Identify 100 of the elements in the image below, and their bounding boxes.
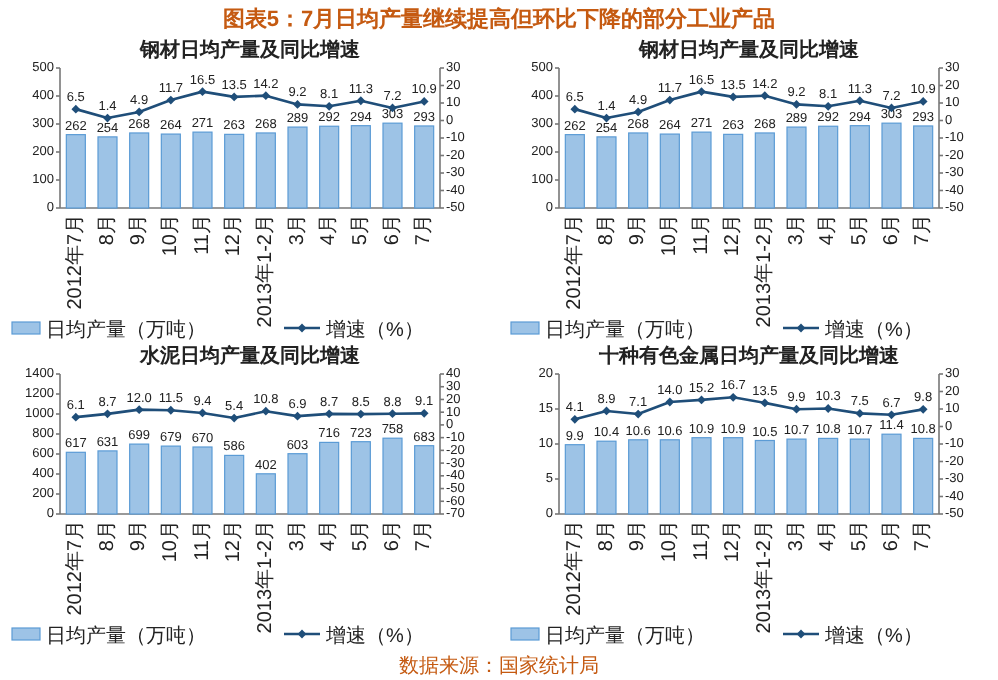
point bbox=[570, 104, 580, 114]
x-tick-label: 11月 bbox=[690, 214, 713, 255]
bar bbox=[224, 133, 245, 209]
x-tick-label: 6月 bbox=[880, 520, 903, 552]
x-tick-label: 3月 bbox=[286, 214, 309, 246]
bar bbox=[754, 132, 775, 209]
bar bbox=[691, 131, 712, 209]
x-tick-label: 2013年1-2月 bbox=[752, 214, 777, 328]
bar bbox=[723, 133, 744, 209]
point bbox=[918, 97, 928, 106]
bar bbox=[382, 122, 403, 209]
text: 图表5：7月日均产量继续提高但环比下降的部分工业产品 bbox=[222, 6, 776, 32]
chart-title: 钢材日均产量及同比增速 bbox=[637, 38, 861, 62]
x-tick-label: 4月 bbox=[318, 214, 341, 246]
point bbox=[728, 392, 738, 402]
bar bbox=[818, 125, 839, 209]
bar bbox=[65, 134, 86, 209]
bar bbox=[881, 122, 902, 209]
bar bbox=[160, 445, 181, 515]
x-tick-label: 11月 bbox=[191, 214, 214, 255]
bar bbox=[849, 125, 870, 209]
bar bbox=[65, 451, 86, 515]
x-tick-label: 12月 bbox=[223, 520, 246, 563]
bar bbox=[319, 125, 340, 209]
x-tick-label: 10月 bbox=[659, 520, 682, 563]
chart-title: 十种有色金属日均产量及同比增速 bbox=[597, 344, 901, 368]
x-tick-label: 4月 bbox=[817, 520, 840, 552]
x-tick-label: 10月 bbox=[659, 214, 682, 257]
x-tick-label: 8月 bbox=[96, 214, 119, 246]
point bbox=[760, 398, 770, 408]
point bbox=[823, 404, 833, 413]
x-tick-label: 2013年1-2月 bbox=[253, 520, 278, 634]
x-tick-label: 10月 bbox=[160, 214, 183, 257]
x-tick-label: 11月 bbox=[191, 520, 214, 561]
x-tick-label: 3月 bbox=[286, 520, 309, 552]
bar bbox=[255, 473, 276, 515]
x-tick-label: 5月 bbox=[350, 214, 373, 246]
point bbox=[665, 397, 675, 407]
bar bbox=[628, 132, 649, 209]
bar bbox=[319, 441, 340, 515]
bar bbox=[564, 134, 585, 209]
x-tick-label: 6月 bbox=[381, 520, 404, 552]
point bbox=[261, 91, 271, 101]
bar bbox=[255, 132, 276, 209]
point bbox=[697, 395, 706, 405]
legend-label: 日均产量（万吨） bbox=[545, 624, 705, 648]
bar bbox=[786, 126, 807, 209]
x-tick-label: 8月 bbox=[595, 214, 618, 246]
bar bbox=[129, 132, 150, 209]
chart-title: 水泥日均产量及同比增速 bbox=[138, 344, 362, 368]
x-tick-label: 7月 bbox=[912, 520, 935, 552]
x-tick-label: 2012年7月 bbox=[63, 214, 88, 310]
legend-label: 日均产量（万吨） bbox=[46, 318, 206, 342]
point bbox=[855, 96, 865, 106]
point bbox=[229, 92, 239, 102]
point bbox=[918, 404, 928, 414]
x-tick-label: 8月 bbox=[96, 520, 119, 552]
x-tick-label: 2013年1-2月 bbox=[752, 520, 777, 634]
x-tick-label: 7月 bbox=[413, 520, 436, 552]
point bbox=[134, 107, 144, 117]
bar bbox=[287, 453, 308, 515]
bar bbox=[287, 126, 308, 209]
source-note: 数据来源：国家统计局 bbox=[399, 654, 599, 678]
point bbox=[665, 95, 675, 105]
x-tick-label: 6月 bbox=[381, 214, 404, 246]
point bbox=[887, 410, 896, 420]
point bbox=[198, 87, 207, 97]
point bbox=[324, 101, 334, 111]
point bbox=[633, 107, 643, 117]
bar bbox=[97, 136, 118, 209]
x-tick-label: 9月 bbox=[128, 214, 151, 246]
chart-title: 钢材日均产量及同比增速 bbox=[138, 38, 362, 62]
x-tick-label: 11月 bbox=[690, 520, 713, 561]
point bbox=[792, 100, 801, 109]
point bbox=[570, 414, 580, 424]
point bbox=[823, 101, 833, 111]
point bbox=[71, 104, 81, 114]
x-tick-label: 8月 bbox=[595, 520, 618, 552]
x-tick-label: 3月 bbox=[785, 214, 808, 246]
x-tick-label: 7月 bbox=[413, 214, 436, 246]
bar bbox=[224, 454, 245, 515]
bar bbox=[659, 133, 680, 209]
x-tick-label: 2012年7月 bbox=[562, 214, 587, 310]
bar bbox=[414, 445, 435, 515]
x-tick-label: 3月 bbox=[785, 520, 808, 552]
x-tick-label: 5月 bbox=[849, 520, 872, 552]
point bbox=[855, 408, 865, 418]
x-tick-label: 10月 bbox=[160, 520, 183, 563]
point bbox=[792, 404, 801, 414]
x-tick-label: 5月 bbox=[849, 214, 872, 246]
bar bbox=[160, 133, 181, 209]
x-tick-label: 5月 bbox=[350, 520, 373, 552]
x-tick-label: 2012年7月 bbox=[562, 520, 587, 616]
point bbox=[166, 95, 176, 105]
legend-label: 增速（%） bbox=[823, 624, 923, 648]
legend-label: 增速（%） bbox=[324, 624, 424, 648]
point bbox=[760, 91, 770, 101]
x-tick-label: 7月 bbox=[912, 214, 935, 246]
x-tick-label: 12月 bbox=[722, 214, 745, 257]
legend-label: 增速（%） bbox=[823, 318, 923, 342]
